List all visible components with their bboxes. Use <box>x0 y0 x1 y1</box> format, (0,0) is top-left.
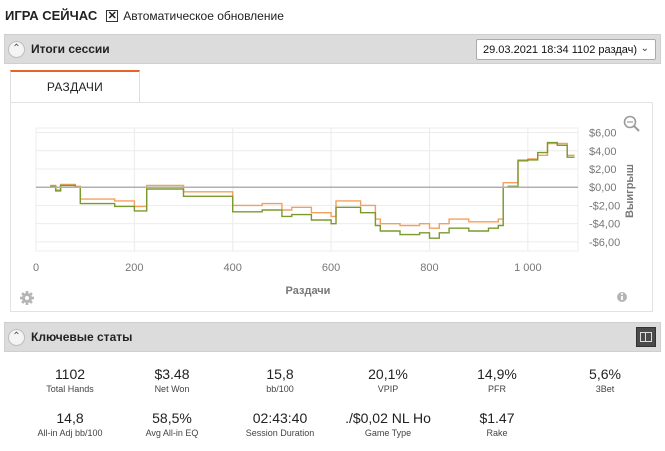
collapse-chevron-up-icon[interactable]: ⌃ <box>8 328 25 346</box>
stat-label: 3Bet <box>595 384 615 394</box>
gear-icon[interactable] <box>20 291 34 305</box>
tab-hands-label: РАЗДАЧИ <box>46 80 104 94</box>
stat-item: 14,8 All-in Adj bb/100 <box>15 410 125 438</box>
stat-label: Avg All-in EQ <box>145 428 199 438</box>
stat-value: ./$0,02 NL Ho <box>345 410 431 426</box>
x-tick-label: 800 <box>420 262 438 274</box>
y-tick-label: $2,00 <box>589 164 617 176</box>
chart-panel: 0 200 400 600 800 1 000 $6,00 $4,00 $2,00 $0,00 -… <box>10 102 653 312</box>
stat-value: $3.48 <box>154 366 190 382</box>
y-tick-label: -$4,00 <box>589 219 620 231</box>
winnings-chart: 0 200 400 600 800 1 000 $6,00 $4,00 $2,00 $0,00 -… <box>20 115 640 305</box>
key-stats-title: Ключевые статы <box>31 330 133 344</box>
session-summary-header: ⌃ Итоги сессии 29.03.2021 18:34 1102 раз… <box>4 34 661 64</box>
series-line-0 <box>36 142 575 229</box>
y-tick-label: $4,00 <box>589 146 617 158</box>
x-tick-label: 400 <box>224 262 242 274</box>
stat-value: 58,5% <box>152 410 192 426</box>
y-tick-label: $0,00 <box>589 182 617 194</box>
stat-value: 14,8 <box>56 410 84 426</box>
stat-label: VPIP <box>377 384 399 394</box>
info-icon[interactable] <box>617 292 627 302</box>
x-tick-label: 200 <box>125 262 143 274</box>
stat-item: ./$0,02 NL Ho Game Type <box>333 410 443 438</box>
series-line-1 <box>36 141 575 239</box>
stat-item: 20,1% VPIP <box>333 366 443 394</box>
session-select[interactable]: 29.03.2021 18:34 1102 раздач) ⌄ <box>476 39 656 60</box>
chart-grid <box>35 127 579 252</box>
stat-value: 1102 <box>54 366 86 382</box>
y-axis-ticks: $6,00 $4,00 $2,00 $0,00 -$2,00 -$4,00 -$6,00 <box>589 128 620 249</box>
tab-hands[interactable]: РАЗДАЧИ <box>10 70 140 102</box>
y-tick-label: $6,00 <box>589 128 617 140</box>
x-axis-label: Раздачи <box>286 285 331 297</box>
chart-series <box>36 141 578 239</box>
stat-item: 1102 Total Hands <box>15 366 125 394</box>
stat-label: Total Hands <box>46 384 94 394</box>
key-stats-header: ⌃ Ключевые статы <box>4 322 661 352</box>
x-axis-ticks: 0 200 400 600 800 1 000 <box>33 262 542 274</box>
top-bar: ИГРА СЕЙЧАС ✕ Автоматическое обновление <box>0 0 665 31</box>
stat-value: 02:43:40 <box>252 410 308 426</box>
stat-item: 58,5% Avg All-in EQ <box>117 410 227 438</box>
stat-label: Session Duration <box>245 428 315 438</box>
session-select-value: 29.03.2021 18:34 1102 раздач) <box>483 43 638 56</box>
x-tick-label: 0 <box>33 262 39 274</box>
y-tick-label: -$2,00 <box>589 200 620 212</box>
stat-label: Net Won <box>154 384 190 394</box>
auto-update-checkbox[interactable]: ✕ <box>106 9 119 22</box>
y-tick-label: -$6,00 <box>589 237 620 249</box>
stat-value: 14,9% <box>477 366 517 382</box>
stat-item: 15,8 bb/100 <box>225 366 335 394</box>
stat-item: $1.47 Rake <box>442 410 552 438</box>
stat-item: 14,9% PFR <box>442 366 552 394</box>
stat-value: $1.47 <box>479 410 515 426</box>
layout-columns-icon[interactable] <box>636 327 656 347</box>
stat-value: 5,6% <box>589 366 621 382</box>
stat-label: All-in Adj bb/100 <box>37 428 103 438</box>
collapse-chevron-up-icon[interactable]: ⌃ <box>8 40 25 58</box>
zoom-icon[interactable] <box>623 115 640 132</box>
stat-item: 5,6% 3Bet <box>550 366 660 394</box>
auto-update-label[interactable]: Автоматическое обновление <box>123 8 284 23</box>
chevron-down-icon: ⌄ <box>640 43 649 54</box>
x-tick-label: 1 000 <box>514 262 542 274</box>
stat-item: 02:43:40 Session Duration <box>225 410 335 438</box>
x-tick-label: 600 <box>322 262 340 274</box>
stat-value: 20,1% <box>368 366 408 382</box>
y-axis-label: Выигрыш <box>624 164 636 218</box>
stat-label: Rake <box>486 428 508 438</box>
session-summary-title: Итоги сессии <box>31 42 110 56</box>
stat-label: Game Type <box>364 428 412 438</box>
page-title: ИГРА СЕЙЧАС <box>5 8 98 23</box>
stat-value: 15,8 <box>266 366 294 382</box>
plot-area <box>35 127 579 252</box>
stat-item: $3.48 Net Won <box>117 366 227 394</box>
stat-label: PFR <box>488 384 506 394</box>
stat-label: bb/100 <box>266 384 294 394</box>
